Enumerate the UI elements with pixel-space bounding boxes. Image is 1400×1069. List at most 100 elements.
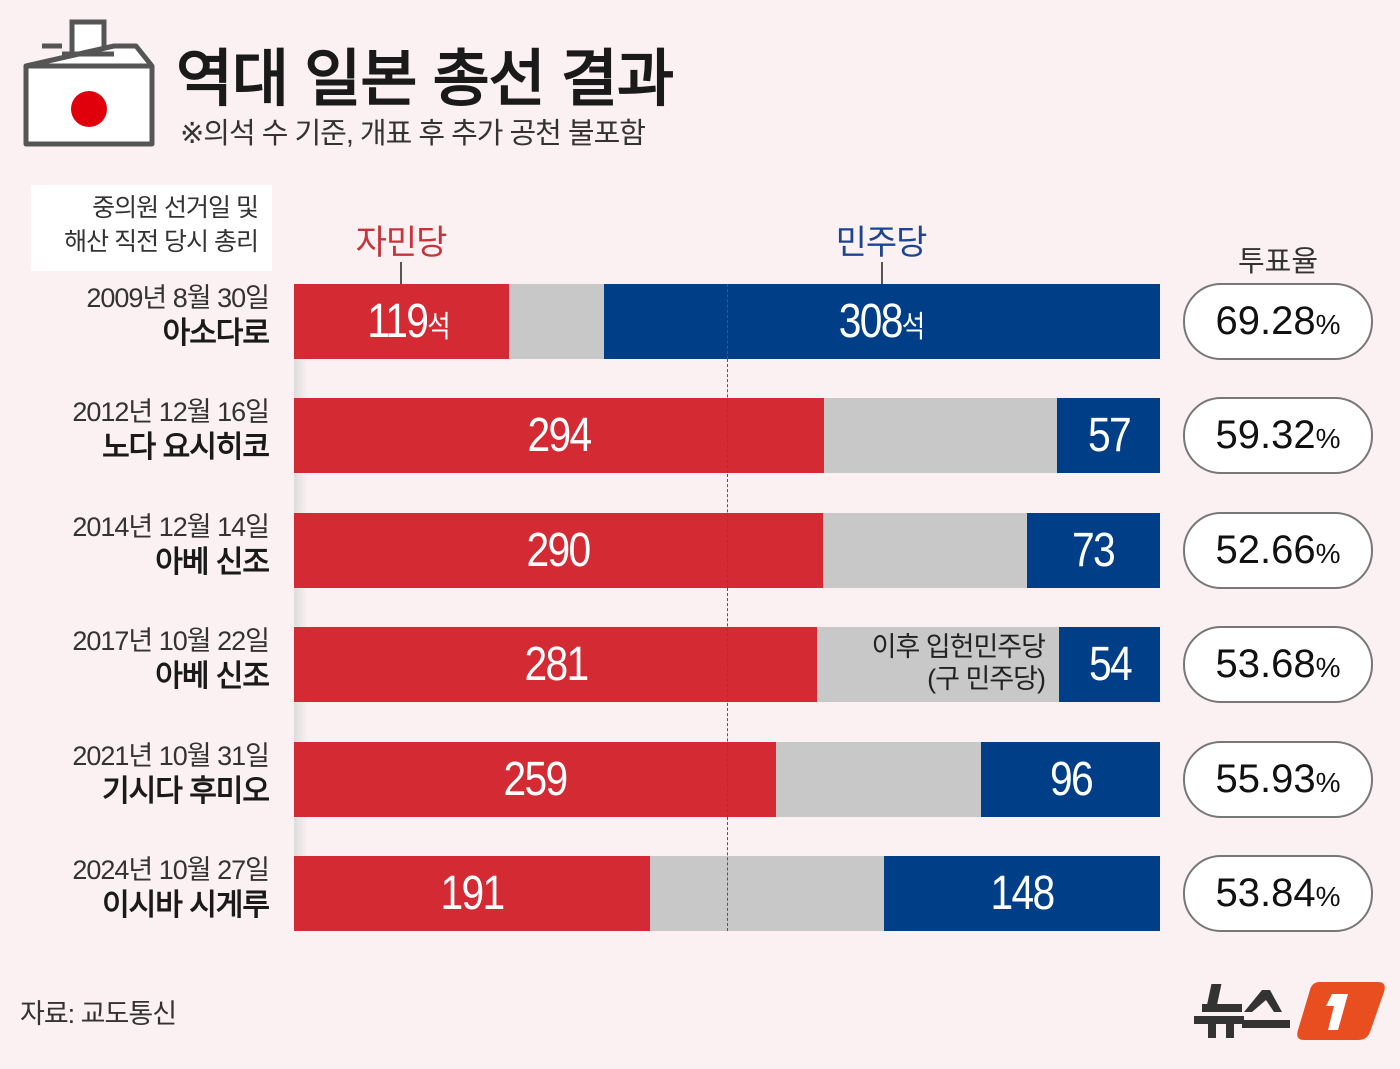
turnout-unit: %	[1315, 423, 1341, 454]
chart-subtitle: ※의석 수 기준, 개표 후 추가 공천 불포함	[180, 118, 646, 150]
label-dpj: 148	[990, 856, 1056, 931]
bar-row: 294 57	[294, 359, 1160, 473]
bar-row: 259 96	[294, 703, 1160, 817]
annotation-line: (구 민주당)	[927, 664, 1046, 694]
prime-minister: 기시다 후미오	[102, 775, 270, 808]
turnout-value: 55.93	[1215, 757, 1316, 801]
turnout-badge: 53.68%	[1183, 626, 1373, 703]
turnout-badge: 59.32%	[1183, 397, 1373, 474]
turnout-badge: 53.84%	[1183, 855, 1373, 932]
label-dpj: 54	[1088, 627, 1133, 702]
turnout-value: 53.84	[1215, 871, 1316, 915]
turnout-header: 투표율	[1238, 246, 1319, 278]
label-ldp-value: 259	[503, 753, 569, 806]
label-ldp: 294	[527, 398, 593, 473]
majority-line	[727, 359, 728, 473]
election-date: 2014년 12월 14일	[72, 512, 270, 542]
election-date: 2017년 10월 22일	[72, 626, 270, 656]
bar-dpj	[1057, 398, 1160, 473]
prime-minister: 아소다로	[162, 317, 270, 350]
turnout-unit: %	[1315, 652, 1341, 683]
row-label: 2021년 10월 31일 기시다 후미오	[72, 738, 270, 810]
turnout-badge: 52.66%	[1183, 512, 1373, 589]
annotation: 이후 입헌민주당 (구 민주당)	[871, 627, 1046, 695]
bar-dpj	[981, 742, 1160, 817]
label-dpj-value: 73	[1072, 524, 1116, 577]
series-label-dpj: 민주당	[835, 224, 928, 262]
row-label: 2017년 10월 22일 아베 신조	[72, 623, 270, 695]
bar-dpj	[884, 856, 1160, 931]
ballot-box-icon	[23, 19, 155, 147]
bar-ldp	[294, 627, 818, 702]
bar-dpj	[604, 284, 1160, 359]
axis-shadow	[294, 358, 308, 858]
row-header-line: 해산 직전 당시 총리	[64, 228, 259, 256]
row-header-line: 중의원 선거일 및	[92, 194, 259, 222]
label-ldp-value: 191	[440, 867, 505, 920]
turnout-value: 69.28	[1215, 299, 1316, 343]
turnout-value: 53.68	[1215, 642, 1316, 686]
majority-line	[727, 588, 728, 702]
turnout-value: 52.66	[1215, 528, 1316, 572]
row-label: 2012년 12월 16일 노다 요시히코	[72, 394, 270, 466]
label-ldp: 259	[503, 742, 569, 817]
label-ldp: 290	[526, 513, 592, 588]
election-date: 2009년 8월 30일	[86, 283, 270, 313]
turnout-badge: 55.93%	[1183, 741, 1373, 818]
turnout-badge: 69.28%	[1183, 283, 1373, 360]
row-header: 중의원 선거일 및 해산 직전 당시 총리	[31, 185, 272, 271]
turnout-unit: %	[1315, 538, 1341, 569]
news1-logo	[1194, 982, 1385, 1040]
label-ldp-value: 290	[526, 524, 592, 577]
label-ldp-value: 294	[527, 409, 593, 462]
label-ldp-value: 119	[367, 295, 430, 348]
bar-ldp	[294, 513, 823, 588]
label-dpj-value: 96	[1049, 753, 1094, 806]
label-dpj: 96	[1049, 742, 1094, 817]
election-date: 2012년 12월 16일	[72, 397, 270, 427]
seat-unit: 석	[901, 311, 926, 344]
chart-title: 역대 일본 총선 결과	[176, 45, 674, 114]
annotation-line: 이후 입헌민주당	[871, 632, 1046, 662]
series-label-ldp: 자민당	[355, 224, 448, 262]
series-label-tick	[881, 262, 883, 284]
label-dpj-value: 54	[1088, 638, 1133, 691]
bar-ldp	[294, 284, 509, 359]
source-note: 자료: 교도통신	[20, 999, 177, 1029]
prime-minister: 이시바 시게루	[102, 889, 270, 922]
label-ldp: 119석	[368, 284, 451, 359]
majority-line	[727, 474, 728, 588]
bar-others	[649, 856, 885, 931]
majority-line	[727, 817, 728, 931]
turnout-unit: %	[1315, 881, 1341, 912]
prime-minister: 노다 요시히코	[102, 431, 270, 464]
row-label: 2009년 8월 30일 아소다로	[86, 280, 270, 352]
turnout-value: 59.32	[1215, 413, 1316, 457]
bar-dpj	[1059, 627, 1160, 702]
bar-row: 191 148	[294, 817, 1160, 931]
label-dpj-value: 308	[838, 295, 904, 348]
bar-row: 281 54 이후 입헌민주당 (구 민주당)	[294, 588, 1160, 702]
label-ldp: 281	[524, 627, 589, 702]
seat-unit: 석	[427, 311, 452, 344]
bar-others	[817, 627, 1060, 702]
election-date: 2021년 10월 31일	[72, 741, 270, 771]
label-dpj: 308석	[839, 284, 925, 359]
bar-others	[508, 284, 605, 359]
label-ldp: 191	[440, 856, 505, 931]
row-label: 2024년 10월 27일 이시바 시게루	[72, 852, 270, 924]
label-ldp-value: 281	[524, 638, 589, 691]
label-dpj-value: 148	[990, 867, 1056, 920]
bar-ldp	[294, 856, 650, 931]
turnout-unit: %	[1315, 767, 1341, 798]
series-label-tick	[400, 262, 402, 284]
bar-row: 119석 308석	[294, 284, 1160, 359]
bar-others	[824, 398, 1058, 473]
row-label: 2014년 12월 14일 아베 신조	[72, 509, 270, 581]
bar-ldp	[294, 742, 777, 817]
bar-ldp	[294, 398, 825, 473]
label-dpj: 57	[1088, 398, 1132, 473]
label-dpj: 73	[1072, 513, 1116, 588]
prime-minister: 아베 신조	[155, 546, 270, 579]
bar-others	[822, 513, 1027, 588]
